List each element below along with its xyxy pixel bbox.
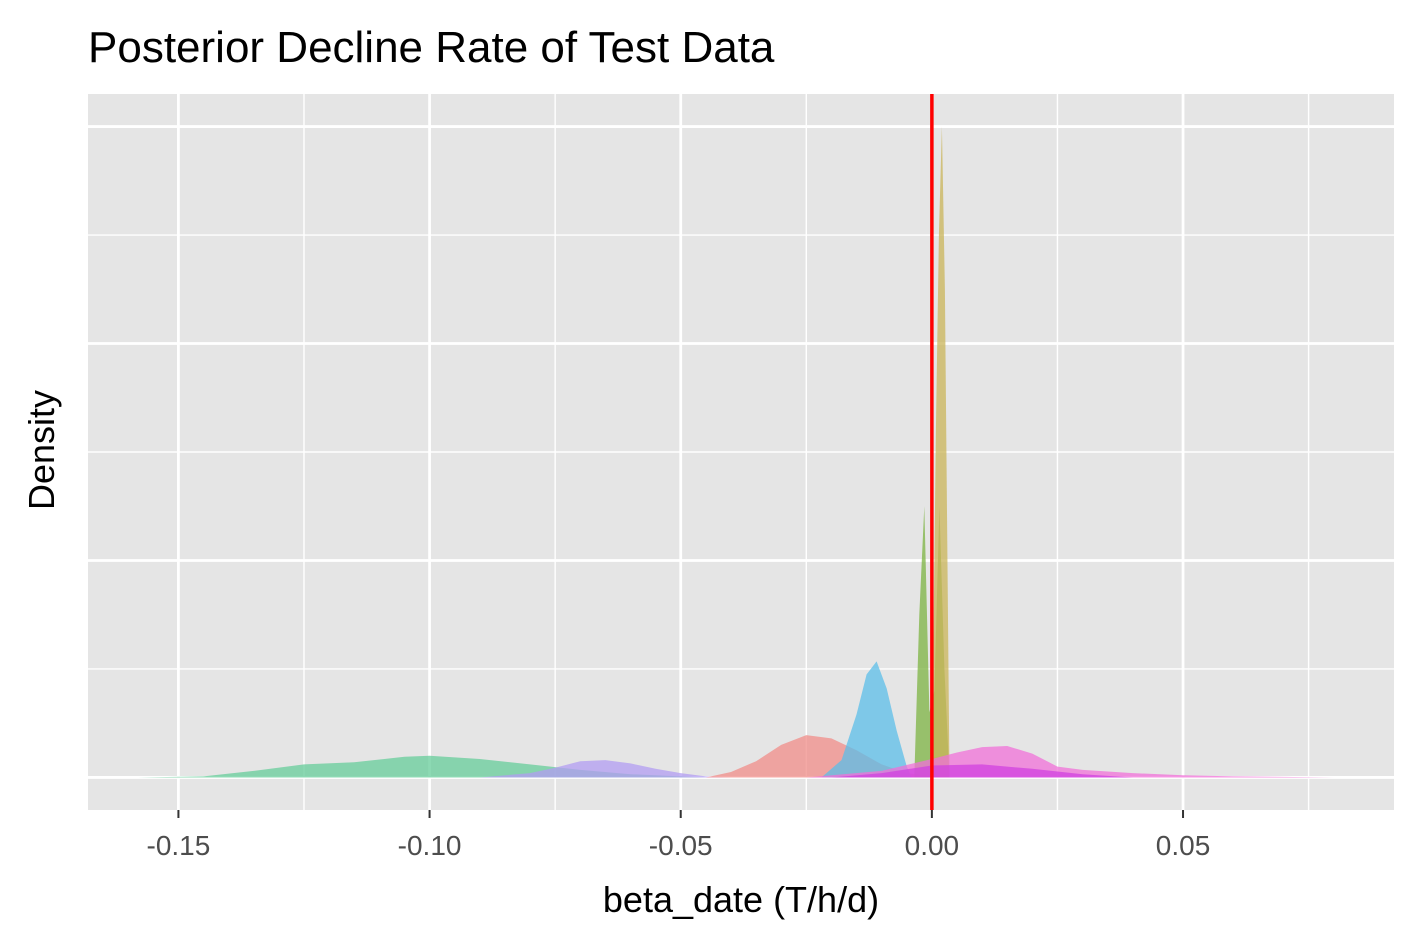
density-area-6 [931,126,950,778]
x-tick-label: 0.05 [1156,830,1211,861]
minor-gridlines [88,94,1394,810]
density-area-2 [479,760,731,778]
chart-title: Posterior Decline Rate of Test Data [88,23,775,72]
density-area-4 [821,661,912,778]
y-axis-title: Density [21,390,62,510]
x-axis-title: beta_date (T/h/d) [603,879,879,920]
x-tick-label: -0.10 [398,830,462,861]
density-series [138,126,1334,778]
density-area-3 [705,735,957,778]
x-tick-label: 0.00 [905,830,960,861]
density-area-8 [831,764,1133,778]
x-axis-ticks: -0.15 -0.10 -0.05 0.00 0.05 [147,810,1211,861]
x-tick-label: -0.15 [147,830,211,861]
x-tick-label: -0.05 [649,830,713,861]
